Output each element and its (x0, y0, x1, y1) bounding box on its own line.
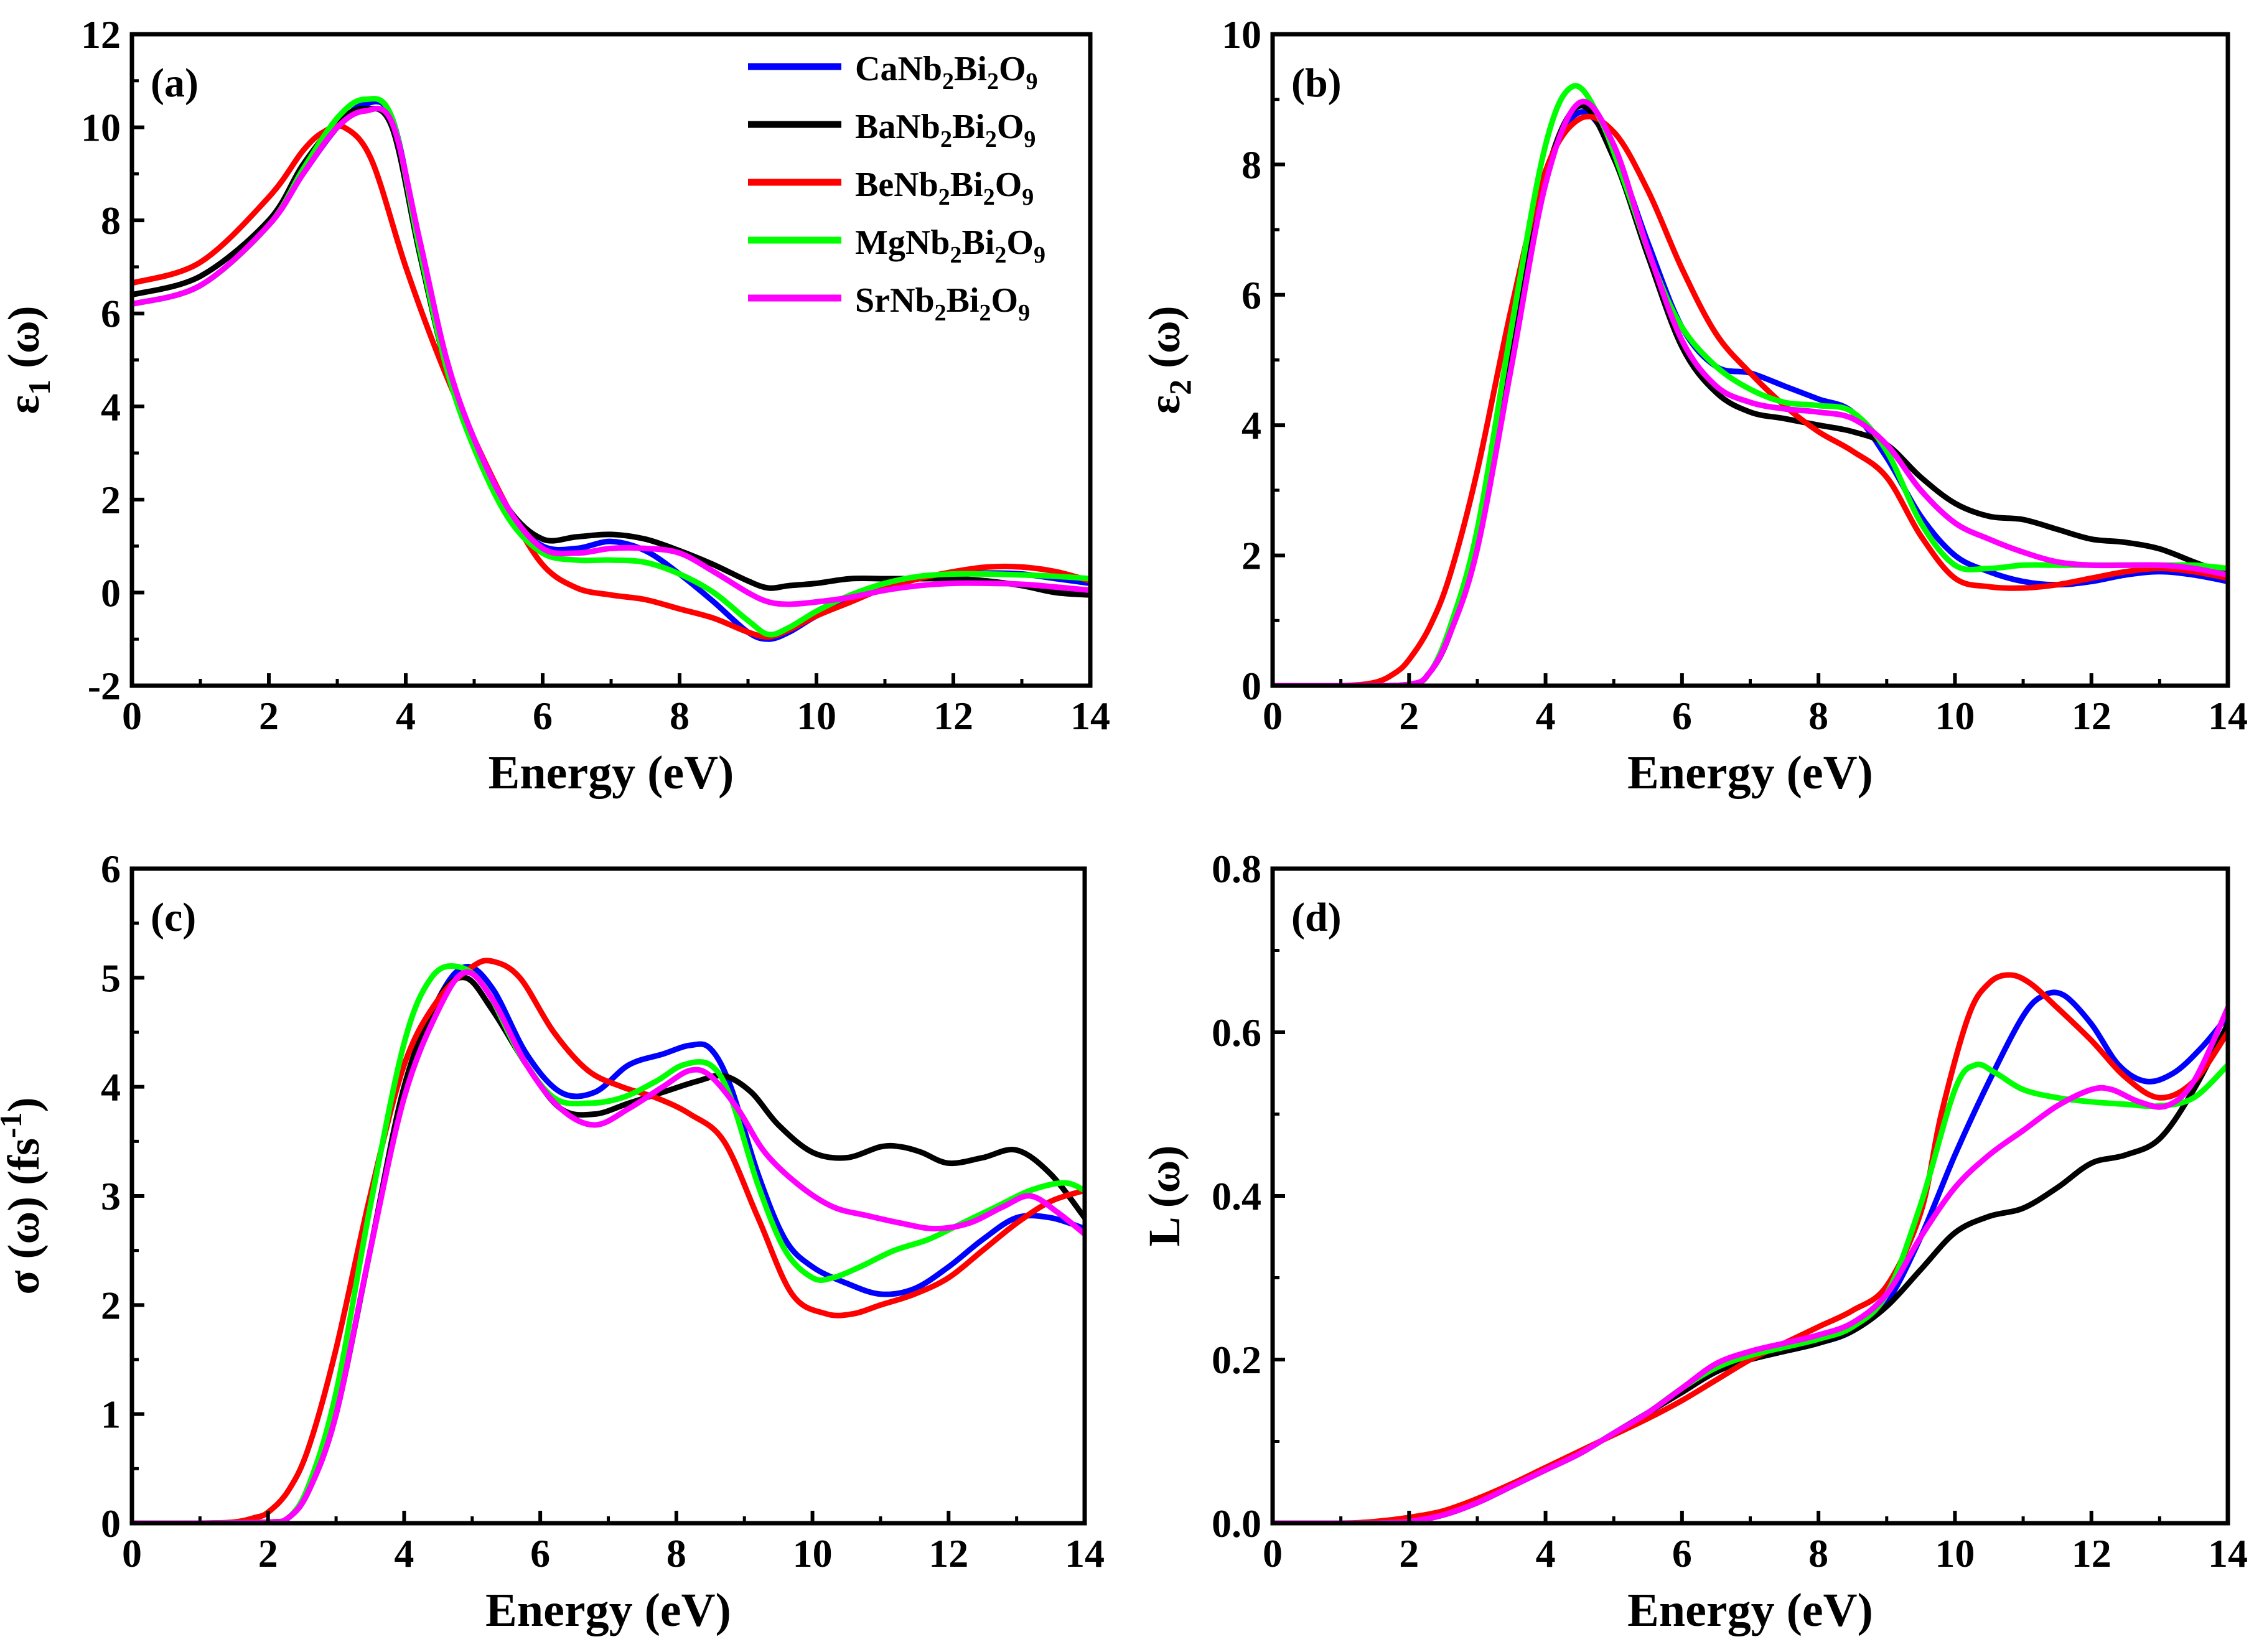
x-tick-label: 0 (1263, 1531, 1283, 1575)
series-line-SrNb2Bi2O9 (1273, 1005, 2228, 1523)
x-tick-label: 6 (1672, 1531, 1692, 1575)
y-tick-label: 4 (1242, 403, 1261, 447)
x-tick-label: 0 (122, 694, 142, 738)
series-line-SrNb2Bi2O9 (132, 969, 1085, 1523)
y-tick-label: 0.6 (1212, 1010, 1261, 1055)
x-tick-label: 2 (259, 694, 279, 738)
y-tick-label: 4 (101, 1065, 121, 1109)
y-tick-label: 10 (1222, 12, 1261, 57)
series-line-BeNb2Bi2O9 (1273, 113, 2228, 686)
y-tick-label: 2 (101, 478, 121, 522)
x-tick-label: 0 (122, 1531, 142, 1575)
y-tick-label: 8 (101, 198, 121, 243)
series-group (132, 96, 1090, 642)
x-tick-label: 14 (1070, 694, 1110, 738)
series-line-BeNb2Bi2O9 (132, 958, 1085, 1523)
x-tick-label: 10 (797, 694, 836, 738)
y-tick-label: 2 (101, 1283, 121, 1327)
y-tick-label: 3 (101, 1174, 121, 1218)
y-axis-label: ε1 (ω) (0, 306, 57, 414)
y-tick-label: 10 (81, 106, 121, 150)
series-group (1273, 83, 2228, 686)
x-tick-label: 4 (396, 694, 416, 738)
x-axis-label: Energy (eV) (489, 747, 734, 799)
x-tick-label: 6 (533, 694, 553, 738)
x-axis-label: Energy (eV) (1627, 747, 1873, 799)
y-tick-label: 8 (1242, 142, 1261, 187)
series-line-SrNb2Bi2O9 (132, 105, 1090, 607)
x-tick-label: 4 (1536, 1531, 1556, 1575)
legend-label: BeNb2Bi2O9 (855, 166, 1034, 210)
x-tick-label: 8 (1808, 694, 1828, 738)
x-tick-label: 2 (1399, 694, 1419, 738)
panel-b: 0 2 4 6 8 10 12 14 0 2 4 6 8 10 Energy (eV) ε2 (ω) (b) (1139, 12, 2248, 799)
x-tick-label: 0 (1263, 694, 1283, 738)
panel-label: (c) (151, 895, 196, 940)
y-axis-label: ε2 (ω) (1139, 306, 1197, 414)
y-tick-label: 0.2 (1212, 1338, 1261, 1382)
legend: CaNb2Bi2O9 BaNb2Bi2O9 BeNb2Bi2O9 MgNb2Bi2O9… (748, 50, 1045, 326)
x-tick-label: 4 (1536, 694, 1556, 738)
x-tick-label: 12 (928, 1531, 968, 1575)
y-tick-label: 6 (1242, 273, 1261, 317)
series-group (132, 958, 1085, 1523)
y-tick-label: 12 (81, 12, 121, 57)
x-tick-label: 4 (394, 1531, 414, 1575)
x-tick-label: 10 (793, 1531, 833, 1575)
series-line-SrNb2Bi2O9 (1273, 98, 2228, 686)
y-tick-label: 4 (101, 385, 121, 429)
x-tick-label: 10 (1935, 694, 1975, 738)
legend-label: SrNb2Bi2O9 (855, 281, 1030, 326)
y-tick-label: 0 (101, 571, 121, 615)
panel-label: (d) (1291, 895, 1342, 940)
x-axis-label: Energy (eV) (1627, 1584, 1873, 1636)
x-tick-label: 2 (258, 1531, 278, 1575)
legend-label: BaNb2Bi2O9 (855, 108, 1036, 152)
x-tick-label: 14 (2208, 694, 2248, 738)
legend-label: CaNb2Bi2O9 (855, 50, 1038, 95)
x-tick-label: 8 (666, 1531, 686, 1575)
panel-d: 0 2 4 6 8 10 12 14 0.0 0.2 0.4 0.6 0.8 Energy (eV) L (… (1139, 847, 2248, 1636)
y-tick-label: 1 (101, 1393, 121, 1437)
x-tick-label: 10 (1935, 1531, 1975, 1575)
x-tick-label: 8 (1808, 1531, 1828, 1575)
y-tick-label: 5 (101, 956, 121, 1000)
x-tick-label: 14 (1065, 1531, 1105, 1575)
x-tick-label: 12 (2072, 1531, 2111, 1575)
series-line-BeNb2Bi2O9 (1273, 972, 2228, 1523)
x-tick-label: 6 (530, 1531, 550, 1575)
panel-label: (b) (1291, 60, 1342, 106)
x-tick-label: 8 (670, 694, 690, 738)
x-tick-label: 12 (933, 694, 973, 738)
x-axis-label: Energy (eV) (485, 1584, 731, 1636)
x-tick-label: 2 (1399, 1531, 1419, 1575)
panel-label: (a) (151, 60, 199, 106)
y-axis-label: L (ω) (1139, 1146, 1189, 1247)
series-line-MgNb2Bi2O9 (132, 963, 1085, 1523)
y-tick-label: 0.8 (1212, 847, 1261, 891)
y-tick-label: 6 (101, 292, 121, 336)
x-tick-label: 12 (2072, 694, 2111, 738)
legend-label: MgNb2Bi2O9 (855, 223, 1045, 268)
y-tick-label: 0.0 (1212, 1501, 1261, 1546)
y-axis-label: σ (ω) (fs-1) (0, 1097, 49, 1294)
y-tick-label: 0 (1242, 664, 1261, 708)
series-line-MgNb2Bi2O9 (132, 96, 1090, 638)
y-tick-label: 0 (101, 1501, 121, 1546)
x-tick-label: 14 (2208, 1531, 2248, 1575)
y-tick-label: -2 (88, 664, 121, 708)
series-group (1273, 972, 2228, 1523)
y-tick-label: 6 (101, 847, 121, 891)
x-tick-label: 6 (1672, 694, 1692, 738)
series-line-MgNb2Bi2O9 (1273, 83, 2228, 686)
y-tick-label: 0.4 (1212, 1174, 1261, 1218)
y-tick-label: 2 (1242, 534, 1261, 578)
